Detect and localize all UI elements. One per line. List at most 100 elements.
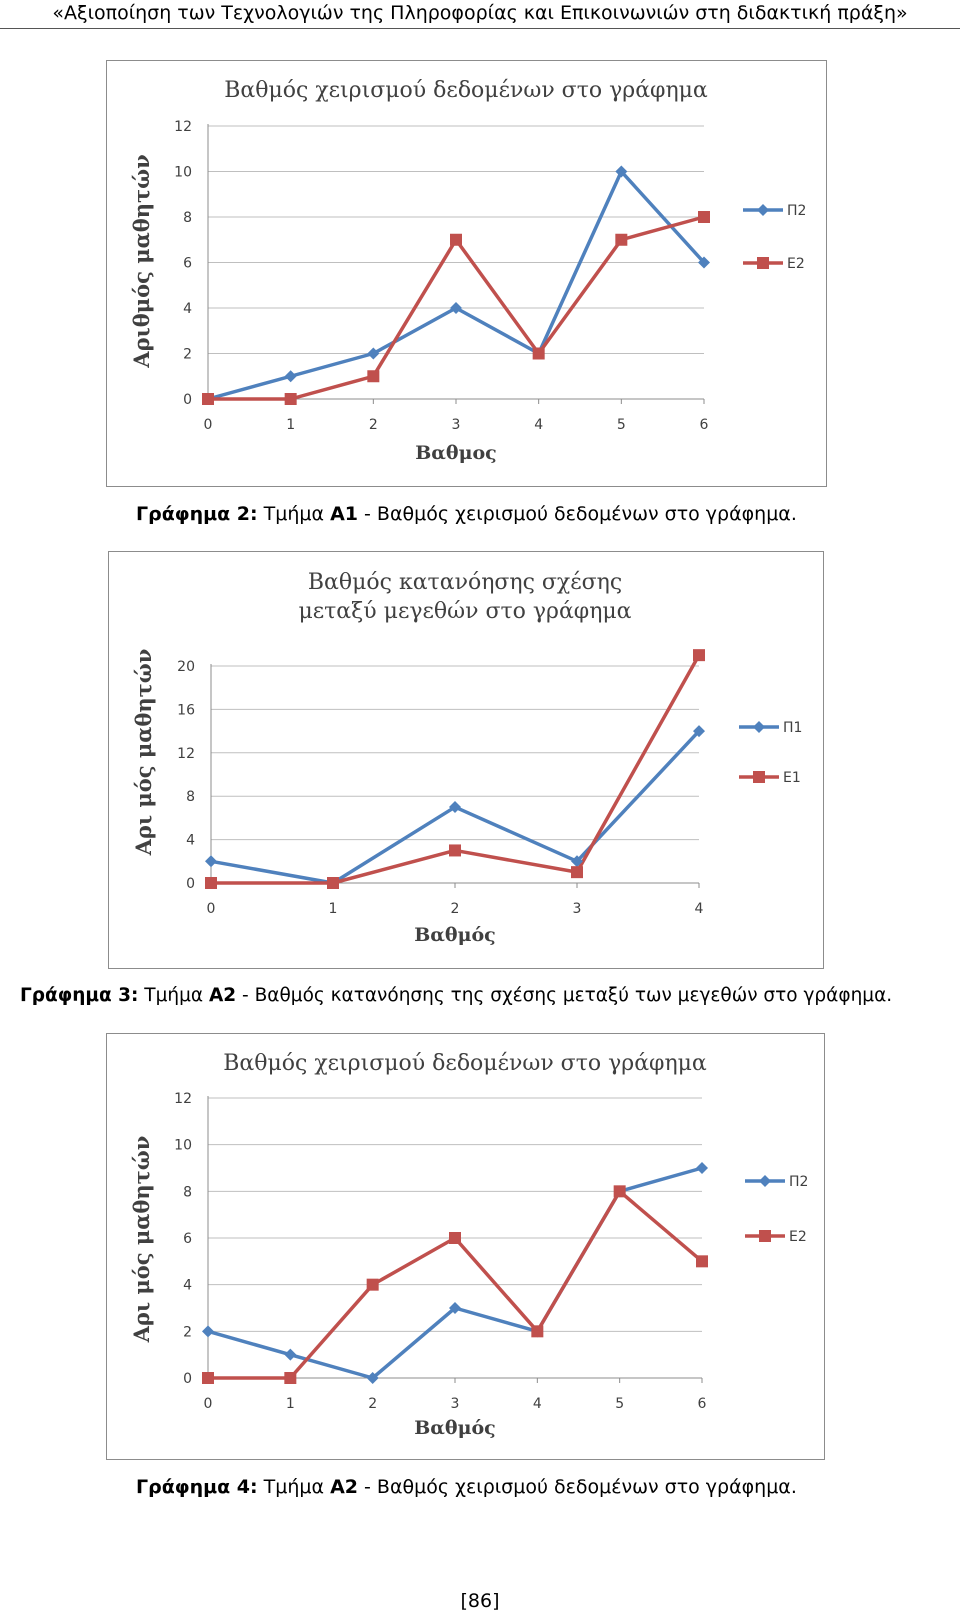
y-tick-label: 12	[177, 746, 195, 762]
header-rule	[0, 28, 960, 29]
x-tick-label: 5	[617, 417, 626, 433]
data-point-Π1	[205, 855, 217, 868]
y-tick-label: 10	[174, 165, 192, 181]
caption-label: Γράφημα 3:	[20, 985, 139, 1006]
legend-marker	[757, 204, 769, 216]
y-tick-label: 4	[183, 1278, 192, 1294]
data-point-Π1	[693, 725, 705, 738]
data-point-Π1	[449, 801, 461, 814]
data-point-Π2	[366, 1372, 379, 1384]
caption-group: Α2	[330, 1476, 358, 1498]
y-axis-label: Αρι μός μαθητών	[129, 1136, 154, 1344]
y-tick-label: 12	[174, 1091, 192, 1107]
x-tick-label: 6	[698, 1396, 707, 1412]
data-point-Π2	[284, 1348, 297, 1361]
y-tick-label: 20	[177, 659, 195, 675]
x-tick-label: 4	[534, 417, 543, 433]
y-tick-label: 12	[174, 119, 192, 135]
chart-title: μεταξύ μεγεθών στο γράφημα	[298, 599, 631, 624]
data-point-Π2	[202, 1325, 214, 1338]
data-point-Ε1	[205, 877, 217, 889]
legend-label: Π1	[783, 720, 802, 736]
data-point-Ε2	[613, 1185, 626, 1198]
caption-text: - Βαθμός κατανόησης της σχέσης μεταξύ τω…	[236, 985, 893, 1006]
chart-title: Βαθμός χειρισμού δεδομένων στο γράφημα	[224, 78, 708, 103]
x-tick-label: 2	[451, 901, 460, 917]
caption-text: - Βαθμός χειρισμού δεδομένων στο γράφημα…	[358, 503, 797, 525]
data-point-Ε2	[366, 1278, 379, 1291]
y-axis-label: Αρι μός μαθητών	[131, 649, 156, 857]
legend-marker	[753, 721, 765, 733]
y-tick-label: 8	[183, 210, 192, 226]
data-point-Ε2	[202, 1372, 214, 1384]
data-point-Π2	[615, 165, 628, 178]
data-point-Π2	[698, 256, 710, 269]
data-point-Ε2	[284, 1372, 297, 1384]
y-axis-label: Αριθμός μαθητών	[129, 154, 154, 368]
caption-label: Γράφημα 2:	[136, 503, 258, 525]
data-point-Ε2	[696, 1255, 708, 1268]
x-tick-label: 0	[207, 901, 216, 917]
x-tick-label: 6	[700, 417, 709, 433]
legend-label: Π2	[789, 1174, 808, 1190]
x-axis-label: Βαθμός	[414, 924, 496, 946]
x-tick-label: 3	[573, 901, 582, 917]
chart-grafima-2: Βαθμός χειρισμού δεδομένων στο γράφημα 0 2…	[106, 60, 827, 487]
y-tick-label: 2	[183, 1324, 192, 1340]
caption-grafima-4: Γράφημα 4: Τμήμα Α2 - Βαθμός χειρισμού δ…	[136, 1475, 797, 1499]
caption-label: Γράφημα 4:	[136, 1476, 258, 1498]
x-tick-label: 4	[695, 901, 704, 917]
data-point-Ε2	[615, 233, 628, 246]
y-tick-label: 0	[183, 392, 192, 408]
data-point-Ε1	[449, 844, 461, 857]
y-tick-label: 0	[186, 876, 195, 892]
x-tick-label: 3	[451, 1396, 460, 1412]
legend-label: Ε2	[789, 1229, 807, 1245]
data-point-Ε2	[450, 233, 462, 246]
x-tick-label: 1	[286, 417, 295, 433]
caption-group: Α1	[330, 503, 358, 525]
y-tick-label: 10	[174, 1138, 192, 1154]
x-tick-label: 0	[204, 1396, 213, 1412]
x-tick-label: 1	[286, 1396, 295, 1412]
x-tick-label: 2	[369, 417, 378, 433]
x-tick-label: 1	[329, 901, 338, 917]
data-point-Π2	[367, 347, 380, 360]
data-point-Ε2	[698, 211, 710, 223]
data-point-Ε2	[284, 393, 297, 405]
x-axis-label: Βαθμος	[415, 442, 497, 464]
page-header: «Αξιοποίηση των Τεχνολογιών της Πληροφορ…	[52, 2, 908, 24]
caption-grafima-2: Γράφημα 2: Τμήμα Α1 - Βαθμός χειρισμού δ…	[136, 502, 797, 526]
y-tick-label: 4	[186, 833, 195, 849]
x-tick-label: 0	[204, 417, 213, 433]
chart-svg: Βαθμός κατανόησης σχέσης μεταξύ μεγεθών σ…	[131, 570, 802, 946]
y-tick-label: 6	[183, 256, 192, 272]
chart-title: Βαθμός κατανόησης σχέσης	[308, 570, 622, 595]
data-point-Ε2	[532, 347, 545, 360]
data-point-Ε2	[367, 370, 380, 383]
caption-mid: Τμήμα	[257, 1476, 331, 1498]
legend-marker	[759, 1230, 771, 1242]
chart-grafima-4: Βαθμός χειρισμού δεδομένων στο γράφημα 0 2…	[106, 1033, 825, 1460]
caption-text: - Βαθμός χειρισμού δεδομένων στο γράφημα…	[358, 1476, 797, 1498]
data-point-Ε2	[531, 1325, 544, 1338]
data-point-Π1	[571, 855, 583, 868]
chart-grafima-3: Βαθμός κατανόησης σχέσης μεταξύ μεγεθών σ…	[108, 551, 824, 969]
data-point-Ε2	[449, 1232, 461, 1244]
legend-label: Ε2	[787, 256, 805, 272]
data-point-Π2	[449, 1302, 461, 1314]
series-line-Π2	[207, 169, 706, 401]
legend-marker	[753, 771, 765, 783]
caption-grafima-3: Γράφημα 3: Τμήμα Α2 - Βαθμός κατανόησης …	[20, 984, 892, 1008]
legend-label: Ε1	[783, 770, 801, 786]
x-axis-label: Βαθμός	[414, 1417, 496, 1439]
y-tick-label: 0	[183, 1371, 192, 1387]
data-point-Π2	[284, 370, 297, 383]
data-point-Ε1	[327, 877, 339, 889]
caption-group: Α2	[208, 985, 237, 1006]
y-tick-label: 16	[177, 702, 195, 718]
chart-title: Βαθμός χειρισμού δεδομένων στο γράφημα	[223, 1051, 707, 1076]
data-point-Ε1	[571, 866, 583, 879]
x-tick-label: 4	[533, 1396, 542, 1412]
legend-label: Π2	[787, 203, 806, 219]
